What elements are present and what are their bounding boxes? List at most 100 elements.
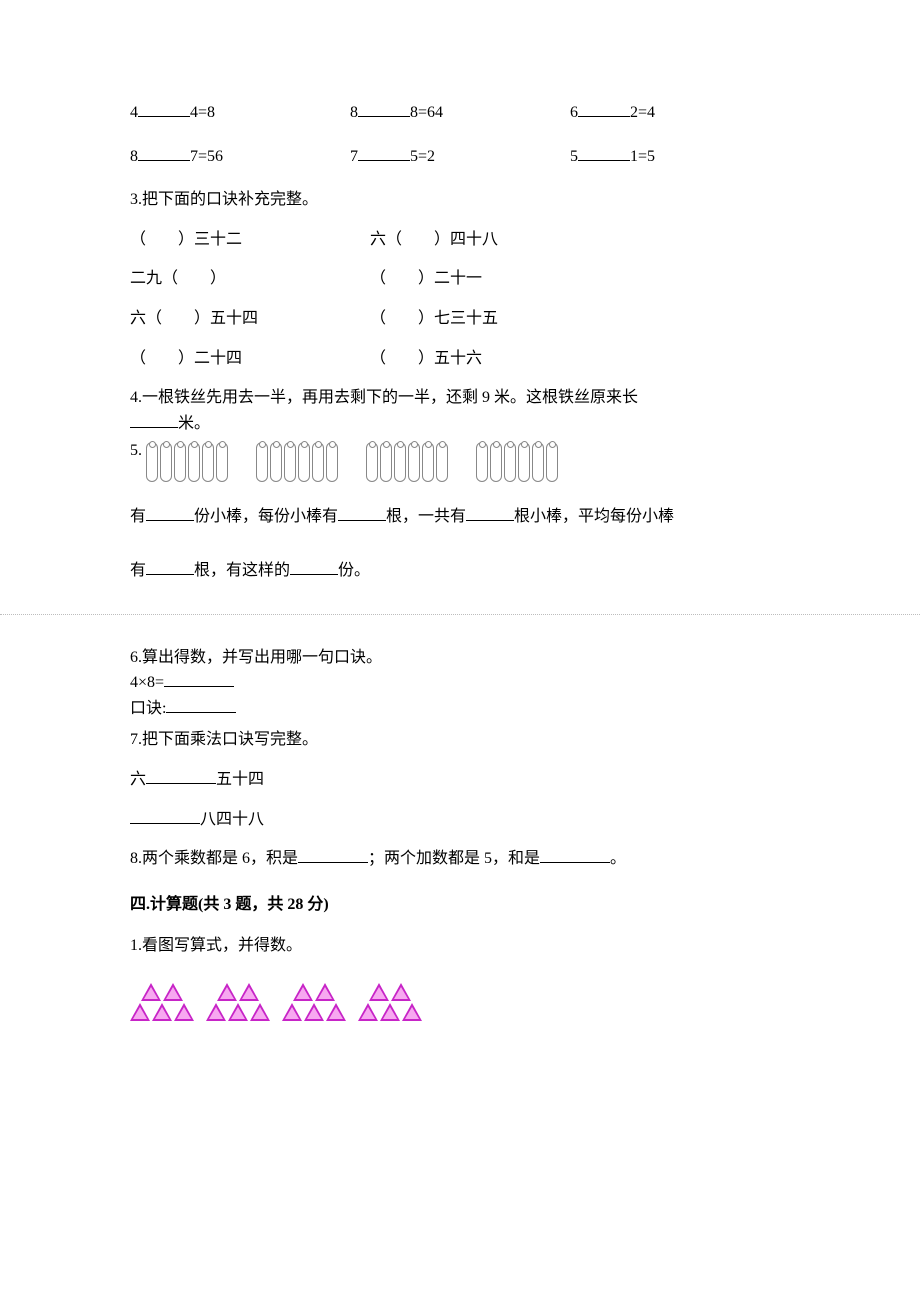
t: 4×8= <box>130 674 164 691</box>
clip-group <box>256 442 338 482</box>
paperclip-icon <box>490 442 502 482</box>
q3-left[interactable]: 二九（ ） <box>130 266 370 292</box>
t: 份。 <box>338 562 370 579</box>
triangle-icon <box>402 1003 422 1021</box>
blank[interactable] <box>164 670 234 687</box>
triangle-group <box>130 983 194 1021</box>
paperclip-icon <box>326 442 338 482</box>
eq-b: 5 <box>410 148 418 165</box>
blank[interactable] <box>298 846 368 863</box>
q7-line1: 六 五十四 <box>130 767 790 793</box>
eq-b: 4 <box>190 104 198 121</box>
page-separator <box>0 614 920 615</box>
q4-blank[interactable] <box>130 411 178 428</box>
t: 有 <box>130 562 146 579</box>
paperclip-icon <box>394 442 406 482</box>
q3-pair: 二九（ ） （ ）二十一 <box>130 266 790 292</box>
t: 根小棒，平均每份小棒 <box>514 508 674 525</box>
t: 份小棒，每份小棒有 <box>194 508 338 525</box>
eq-blank[interactable] <box>358 100 410 117</box>
triangle-icon <box>206 1003 226 1021</box>
paperclip-icon <box>256 442 268 482</box>
paperclip-icon <box>532 442 544 482</box>
q5: 5. <box>130 438 790 504</box>
blank[interactable] <box>466 504 514 521</box>
q5-text-1: 有份小棒，每份小棒有根，一共有根小棒，平均每份小棒 <box>130 504 790 530</box>
t: 根，有这样的 <box>194 562 290 579</box>
paperclip-icon <box>518 442 530 482</box>
paperclip-icon <box>436 442 448 482</box>
equation-row-2: 87=56 75=2 51=5 <box>130 144 790 170</box>
eq-cell: 44=8 <box>130 100 350 126</box>
blank[interactable] <box>130 807 200 824</box>
equation-row-1: 44=8 88=64 62=4 <box>130 100 790 126</box>
triangle-icon <box>130 1003 150 1021</box>
eq-r: 2 <box>427 148 435 165</box>
triangle-icon <box>282 1003 302 1021</box>
paperclip-icon <box>408 442 420 482</box>
paperclip-icon <box>188 442 200 482</box>
eq-cell: 51=5 <box>570 144 790 170</box>
sec4-q1: 1.看图写算式，并得数。 <box>130 933 790 959</box>
blank[interactable] <box>146 504 194 521</box>
triangle-icon <box>141 983 161 1001</box>
eq-a: 4 <box>130 104 138 121</box>
eq-a: 5 <box>570 148 578 165</box>
eq-blank[interactable] <box>578 144 630 161</box>
t: 八四十八 <box>200 811 264 828</box>
blank[interactable] <box>166 696 236 713</box>
blank[interactable] <box>146 558 194 575</box>
blank[interactable] <box>290 558 338 575</box>
eq-b: 8 <box>410 104 418 121</box>
q3-pair: （ ）三十二 六（ ）四十八 <box>130 227 790 253</box>
t: 六 <box>130 771 146 788</box>
paperclip-icon <box>504 442 516 482</box>
paperclip-icon <box>202 442 214 482</box>
q7-title: 7.把下面乘法口诀写完整。 <box>130 727 790 753</box>
q3-right[interactable]: （ ）五十六 <box>370 346 482 372</box>
t: ；两个加数都是 5，和是 <box>368 850 540 867</box>
paperclip-groups <box>146 442 558 482</box>
eq-blank[interactable] <box>578 100 630 117</box>
q3-title: 3.把下面的口诀补充完整。 <box>130 187 790 213</box>
q3-right[interactable]: （ ）二十一 <box>370 266 482 292</box>
q6-l3: 口诀: <box>130 696 790 722</box>
triangle-icon <box>239 983 259 1001</box>
t: 五十四 <box>216 771 264 788</box>
eq-cell: 75=2 <box>350 144 570 170</box>
t: 口诀: <box>130 700 166 717</box>
eq-b: 1 <box>630 148 638 165</box>
eq-r: 5 <box>647 148 655 165</box>
paperclip-icon <box>380 442 392 482</box>
triangle-icon <box>380 1003 400 1021</box>
triangle-group <box>282 983 346 1021</box>
paperclip-icon <box>366 442 378 482</box>
triangle-icon <box>250 1003 270 1021</box>
q3-right[interactable]: 六（ ）四十八 <box>370 227 498 253</box>
clip-group <box>366 442 448 482</box>
paperclip-icon <box>146 442 158 482</box>
triangle-icon <box>369 983 389 1001</box>
q3-left[interactable]: 六（ ）五十四 <box>130 306 370 332</box>
q7-line2: 八四十八 <box>130 807 790 833</box>
triangle-group <box>358 983 422 1021</box>
eq-blank[interactable] <box>138 100 190 117</box>
paperclip-icon <box>298 442 310 482</box>
eq-blank[interactable] <box>358 144 410 161</box>
q3-left[interactable]: （ ）二十四 <box>130 346 370 372</box>
eq-a: 8 <box>130 148 138 165</box>
clip-group <box>476 442 558 482</box>
q3-left[interactable]: （ ）三十二 <box>130 227 370 253</box>
triangle-icon <box>326 1003 346 1021</box>
q6-l2: 4×8= <box>130 670 790 696</box>
eq-blank[interactable] <box>138 144 190 161</box>
eq-r: 56 <box>207 148 223 165</box>
blank[interactable] <box>540 846 610 863</box>
blank[interactable] <box>146 767 216 784</box>
eq-a: 8 <box>350 104 358 121</box>
blank[interactable] <box>338 504 386 521</box>
paperclip-icon <box>270 442 282 482</box>
t: 有 <box>130 508 146 525</box>
q3-pair: 六（ ）五十四 （ ）七三十五 <box>130 306 790 332</box>
q3-right[interactable]: （ ）七三十五 <box>370 306 498 332</box>
